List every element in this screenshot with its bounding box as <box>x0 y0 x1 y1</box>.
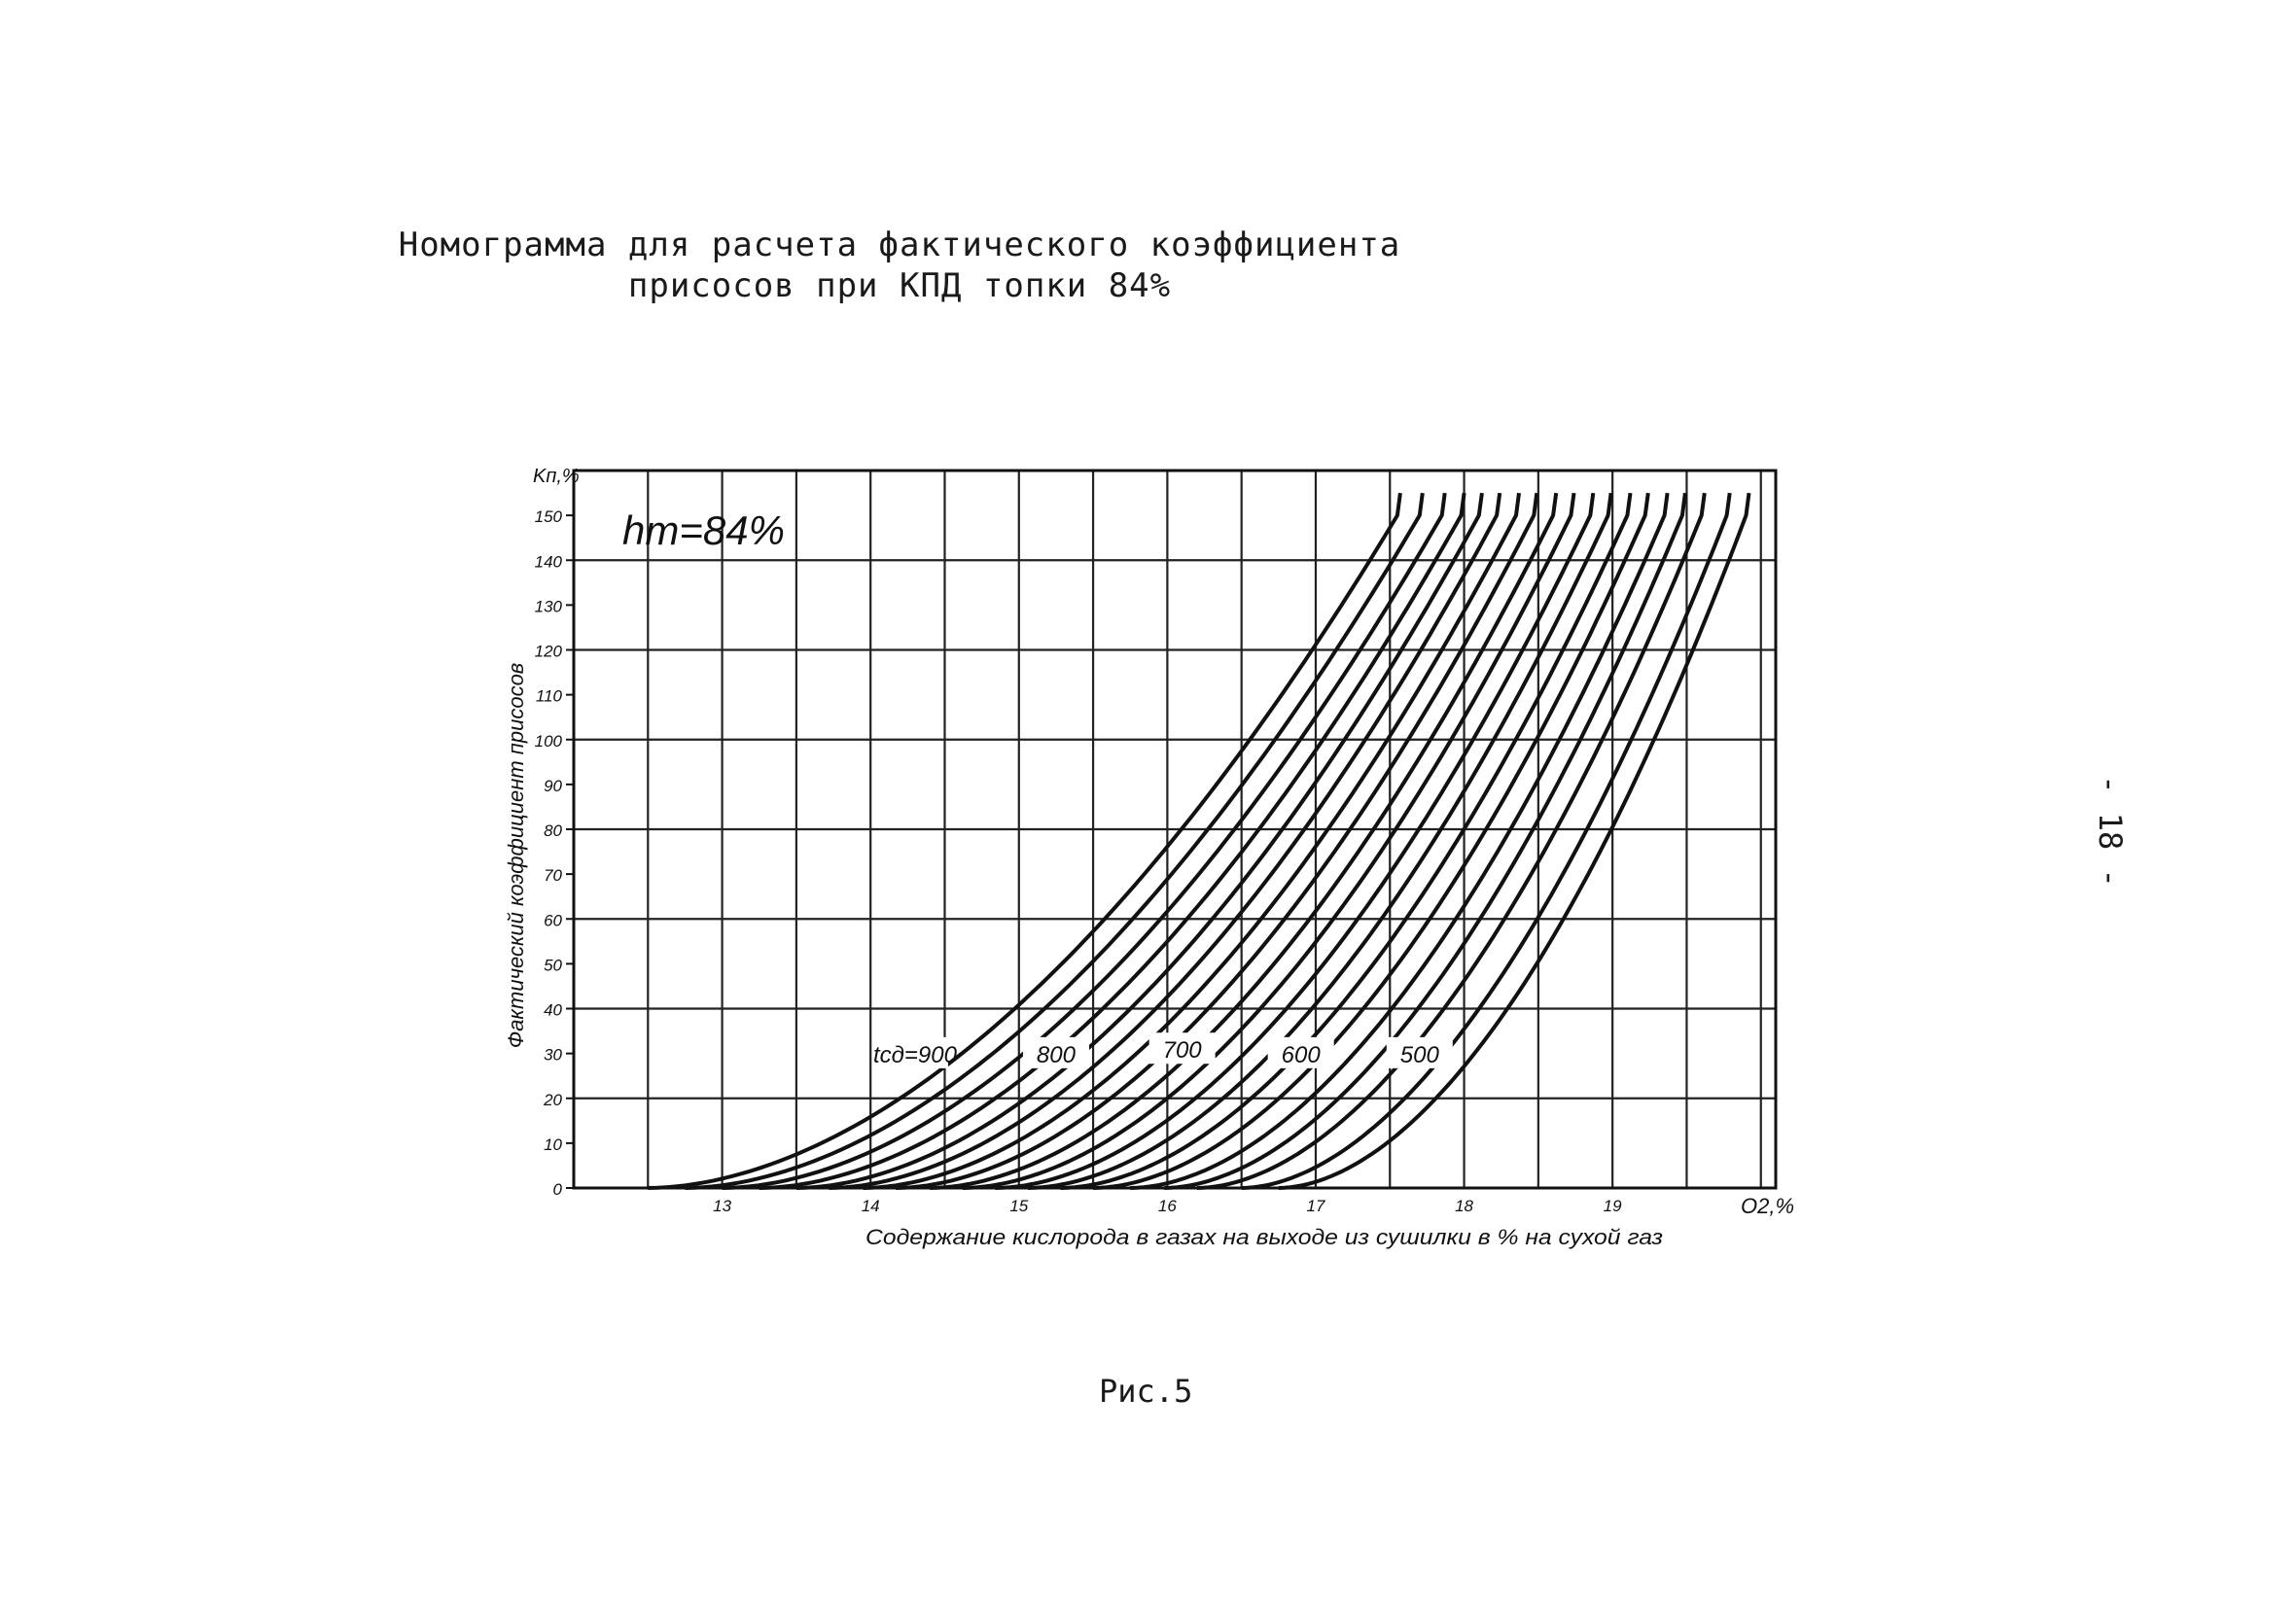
y-tick-label: 70 <box>544 866 562 885</box>
y-tick-label: 100 <box>535 732 563 751</box>
x-axis-unit: O2,% <box>1741 1194 1794 1218</box>
y-axis-unit: Kп,% <box>533 466 580 487</box>
x-tick-label: 18 <box>1455 1197 1473 1215</box>
y-tick-label: 60 <box>544 911 562 929</box>
curve-label: 800 <box>1037 1042 1077 1068</box>
y-tick-label: 130 <box>535 597 563 615</box>
curve-line <box>1278 492 1751 1190</box>
y-tick-label: 50 <box>544 956 562 974</box>
curve-label-background <box>1148 1032 1216 1065</box>
curve-label: tсд=900 <box>873 1042 958 1068</box>
curve-line <box>1130 492 1670 1190</box>
y-tick-label: 20 <box>543 1091 562 1109</box>
curve-label: 500 <box>1400 1042 1440 1068</box>
curve-label-background <box>1386 1036 1453 1068</box>
x-tick-label: 15 <box>1009 1197 1028 1215</box>
curve-line <box>930 492 1559 1190</box>
curve-labels: tсд=900 800 700 600 500 <box>873 1032 1453 1068</box>
curve-label-background <box>1022 1036 1089 1068</box>
curve-line <box>722 492 1447 1190</box>
x-tick-label: 14 <box>862 1197 880 1215</box>
curve-label: 600 <box>1282 1042 1322 1068</box>
curve-line <box>648 492 1402 1190</box>
curve-line <box>1196 492 1707 1190</box>
y-tick-label: 10 <box>544 1135 562 1154</box>
curves <box>648 492 1751 1190</box>
figure-caption: Рис.5 <box>1099 1373 1193 1410</box>
y-tick-label: 120 <box>535 643 563 661</box>
curve-line <box>995 492 1596 1190</box>
curve-line <box>1164 492 1687 1190</box>
curve-label-background <box>881 1036 948 1068</box>
y-tick-label: 40 <box>544 1001 562 1020</box>
y-tick-label: 140 <box>535 552 563 571</box>
x-axis-label: Содержание кислорода в газах на выходе и… <box>865 1225 1663 1249</box>
curve-line <box>962 492 1576 1190</box>
curve-line <box>896 492 1539 1190</box>
y-axis-label: Фактический коэффициент присосов <box>504 663 528 1049</box>
tick-labels: 0 10 20 30 40 50 60 70 80 90 100 110 120 130 140 150 13 1… <box>535 507 1623 1215</box>
y-tick-label: 90 <box>544 777 562 795</box>
y-tick-label: 0 <box>553 1180 563 1199</box>
efficiency-annotation: hm=84% <box>622 507 785 553</box>
y-tick-label: 110 <box>536 687 563 706</box>
y-tick-label: 30 <box>544 1046 562 1065</box>
chart-title-line-1: Номограмма для расчета фактического коэф… <box>398 226 1401 264</box>
curve-line <box>759 492 1466 1190</box>
curve-line <box>829 492 1502 1190</box>
curve-line <box>863 492 1521 1190</box>
grid <box>566 469 1778 1190</box>
curve-line <box>1027 492 1613 1190</box>
curve-label: 700 <box>1163 1037 1203 1064</box>
curve-label-background <box>1267 1036 1334 1068</box>
y-tick-label: 80 <box>544 821 562 840</box>
chart-title-line-2: присосов при КПД топки 84% <box>627 266 1172 305</box>
x-tick-label: 17 <box>1307 1197 1325 1215</box>
curve-line <box>1060 492 1633 1190</box>
curve-line <box>795 492 1484 1190</box>
curve-line <box>1093 492 1650 1190</box>
page-number: - 18 - <box>2092 775 2129 888</box>
x-tick-label: 16 <box>1158 1197 1177 1215</box>
curve-line <box>685 492 1425 1190</box>
curve-line <box>1241 492 1732 1190</box>
y-tick-label: 150 <box>535 507 563 526</box>
x-tick-label: 13 <box>713 1197 731 1215</box>
x-tick-label: 19 <box>1604 1197 1622 1215</box>
